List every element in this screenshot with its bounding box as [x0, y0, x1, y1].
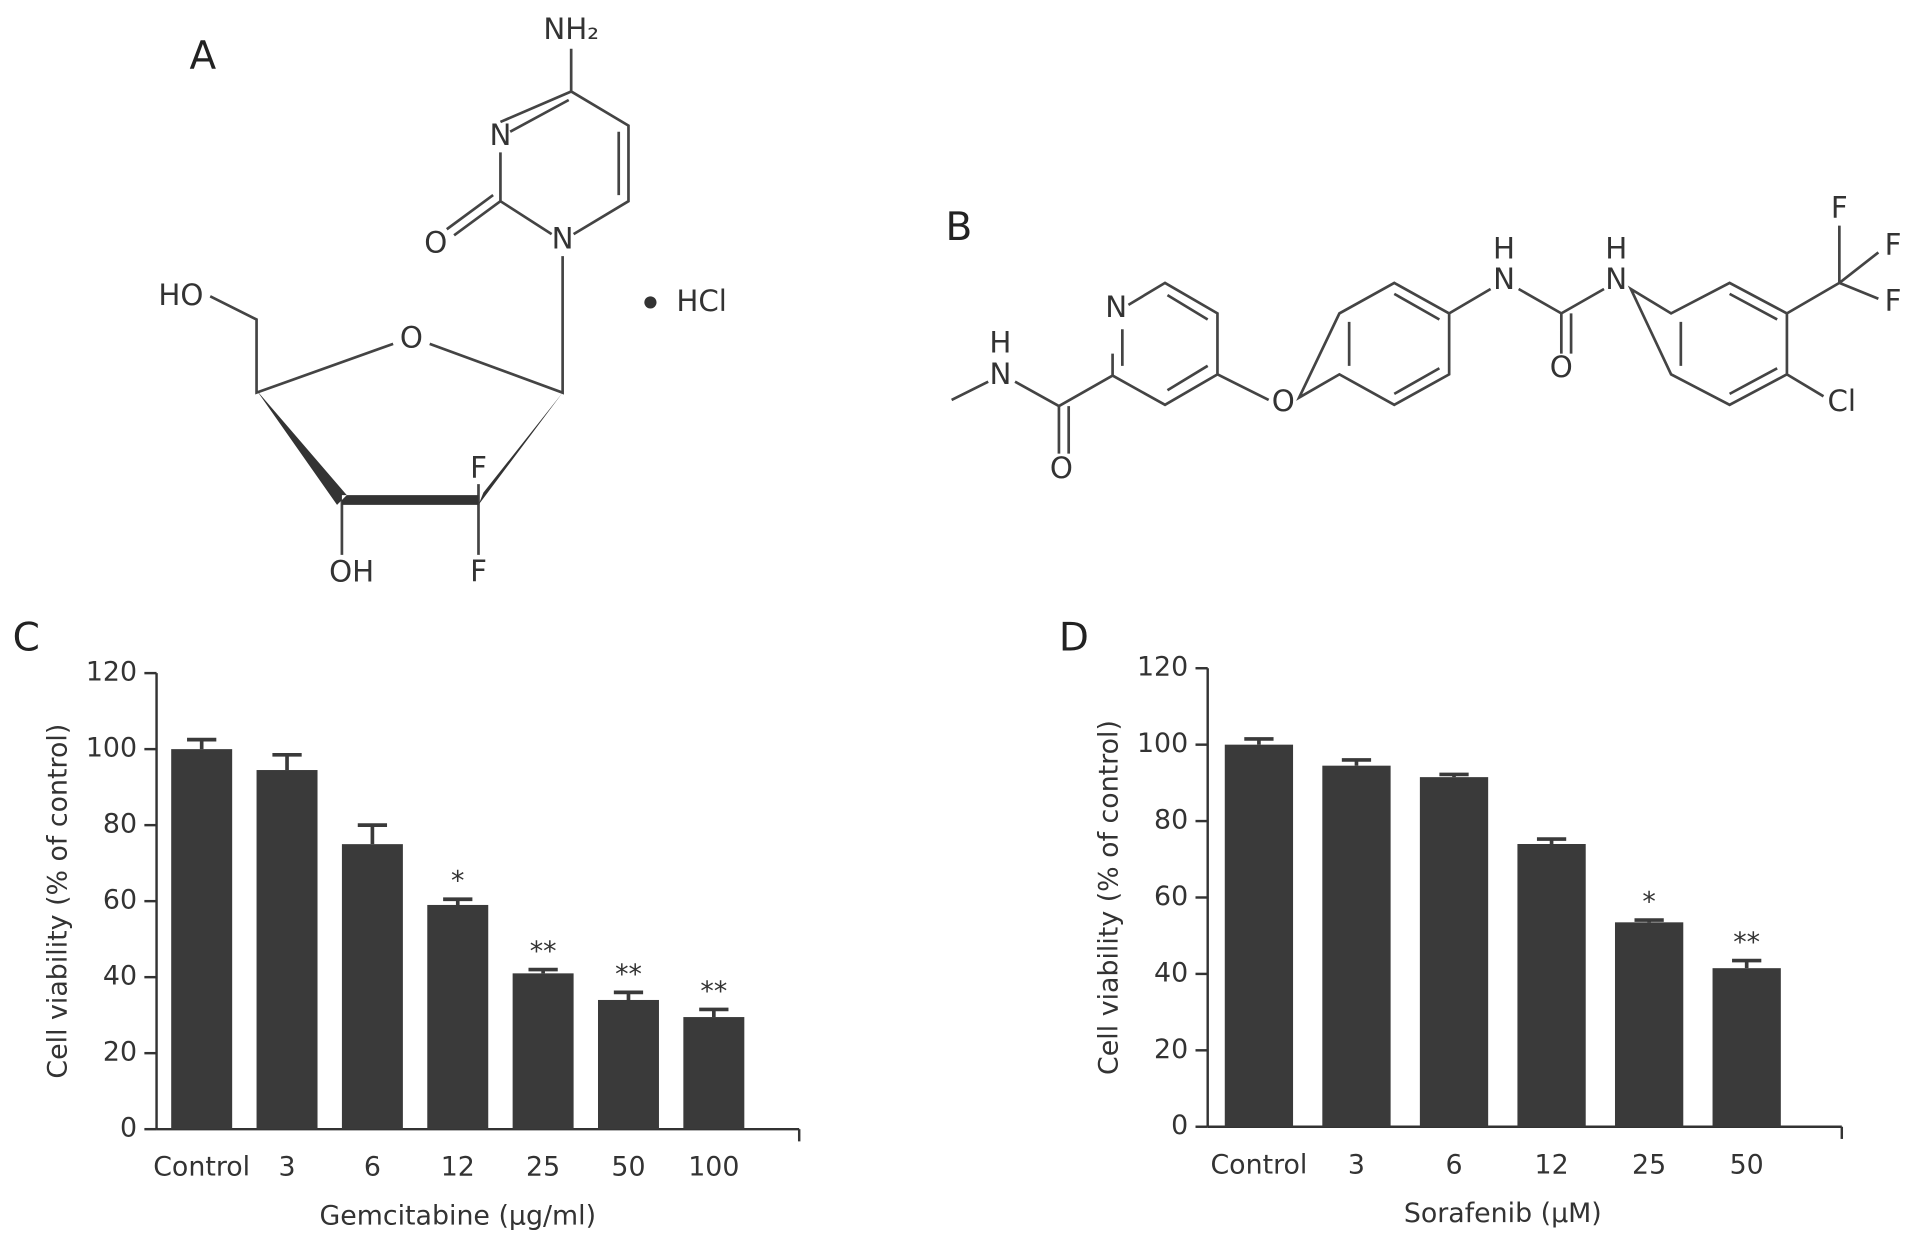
x-tick-label: 12: [441, 1152, 475, 1183]
error-bar: [613, 990, 644, 1000]
bonds: [209, 48, 630, 555]
atom-label: N: [989, 357, 1011, 391]
error-bar: [699, 1007, 729, 1018]
atom-label: NH₂: [543, 12, 599, 46]
error-bar: [187, 737, 217, 750]
significance-label: **: [1733, 927, 1760, 958]
bar: [171, 749, 233, 1130]
y-tick-label: 80: [1154, 805, 1188, 836]
atom-label: N: [1493, 262, 1515, 296]
panel-label: B: [946, 205, 973, 250]
bar: [341, 844, 403, 1130]
salt-dot: [644, 296, 657, 309]
x-tick-label: 6: [1445, 1149, 1462, 1180]
bar: [1224, 744, 1294, 1127]
atom-label: HO: [158, 278, 203, 312]
panel-label: C: [13, 616, 40, 661]
x-tick-label: Control: [1210, 1149, 1307, 1180]
significance-label: **: [615, 959, 642, 990]
significance-label: **: [530, 936, 557, 967]
significance-label: *: [1642, 886, 1655, 917]
x-axis-label: Sorafenib (μM): [1404, 1198, 1602, 1229]
y-tick-label: 120: [86, 657, 137, 688]
x-tick-label: 12: [1535, 1149, 1569, 1180]
x-tick-label: 50: [611, 1152, 645, 1183]
error-bar: [528, 967, 558, 974]
atom-label: Cl: [1828, 384, 1857, 418]
structure-sorafenib: N H N O O H N H N O F F F Cl: [951, 191, 1902, 485]
x-tick-label: 50: [1730, 1149, 1764, 1180]
atom-label: H: [1493, 231, 1515, 265]
y-tick-label: 60: [1154, 881, 1188, 912]
y-tick-label: 0: [1171, 1110, 1188, 1141]
bar: [1614, 922, 1684, 1127]
x-tick-label: 6: [364, 1152, 381, 1183]
y-tick-label: 40: [103, 961, 137, 992]
y-tick-label: 100: [86, 733, 137, 764]
x-tick-label: 25: [1632, 1149, 1666, 1180]
atom-label: N: [1605, 262, 1627, 296]
y-tick-label: 60: [103, 885, 137, 916]
atom-label: F: [1831, 191, 1848, 225]
structure-gemcitabine: NH₂ N O N HO O HCl F F OH: [158, 12, 726, 589]
bonds: [951, 225, 1880, 454]
error-bar: [1439, 772, 1469, 778]
atom-label: N: [1105, 290, 1127, 324]
atom-label: N: [489, 118, 511, 152]
atom-label: F: [470, 451, 487, 485]
atom-label: F: [1885, 284, 1902, 318]
error-bar: [1244, 737, 1274, 745]
y-tick-label: 80: [103, 809, 137, 840]
atom-label: F: [470, 555, 487, 589]
atom-label: O: [400, 320, 423, 354]
x-tick-label: 25: [526, 1152, 560, 1183]
y-tick-label: 120: [1137, 652, 1188, 683]
atom-label: O: [1050, 451, 1073, 485]
atom-label: N: [552, 222, 574, 256]
y-tick-label: 40: [1154, 957, 1188, 988]
bar: [256, 770, 318, 1130]
x-tick-label: Control: [153, 1152, 250, 1183]
bar: [1712, 968, 1781, 1127]
bar: [1419, 777, 1489, 1127]
bar: [1517, 843, 1586, 1127]
atom-label: O: [424, 225, 447, 259]
atom-label: H: [1605, 231, 1627, 265]
x-axis-label: Gemcitabine (μg/ml): [319, 1200, 596, 1231]
atom-label: F: [1885, 228, 1902, 262]
wedges: [256, 390, 563, 505]
y-tick-label: 100: [1137, 728, 1188, 759]
atom-label: O: [1272, 384, 1295, 418]
bar: [1322, 765, 1391, 1127]
error-bar: [1341, 758, 1372, 766]
significance-label: **: [700, 976, 727, 1007]
y-tick-label: 20: [1154, 1034, 1188, 1065]
bar: [427, 904, 489, 1130]
atom-label: O: [1550, 350, 1573, 384]
atom-label: H: [989, 325, 1011, 359]
x-tick-label: 3: [1348, 1149, 1365, 1180]
atom-label: HCl: [676, 284, 727, 318]
error-bar: [1536, 837, 1567, 844]
panel-label: D: [1059, 616, 1089, 661]
panel-label: A: [189, 34, 216, 79]
bar: [512, 973, 574, 1130]
x-tick-label: 3: [279, 1152, 296, 1183]
error-bar: [272, 753, 302, 771]
error-bar: [443, 897, 473, 905]
atom-label: OH: [329, 555, 374, 589]
error-bar: [357, 823, 388, 845]
y-tick-label: 20: [103, 1037, 137, 1068]
y-tick-label: 0: [120, 1113, 137, 1144]
bar: [597, 999, 659, 1130]
x-tick-label: 100: [688, 1152, 739, 1183]
bar: [683, 1017, 745, 1130]
y-axis-label: Cell viability (% of control): [43, 724, 74, 1079]
significance-label: *: [451, 866, 464, 897]
y-axis-label: Cell viability (% of control): [1094, 720, 1125, 1075]
error-bar: [1634, 918, 1664, 923]
error-bar: [1732, 958, 1762, 969]
